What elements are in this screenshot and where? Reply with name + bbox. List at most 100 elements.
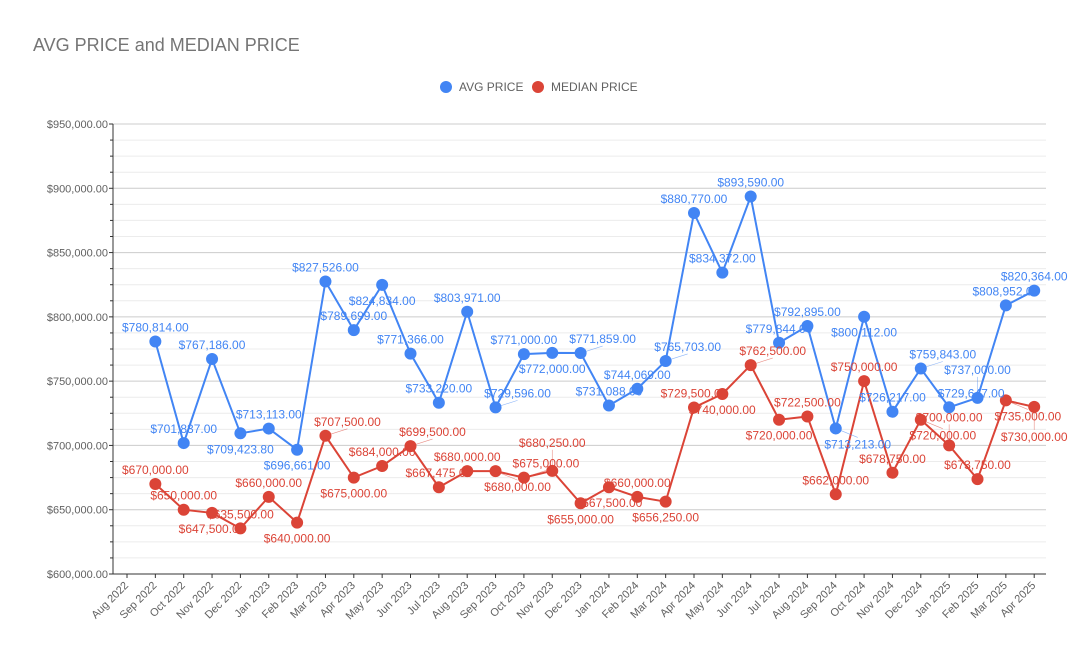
data-point <box>602 481 615 494</box>
data-label: $713,213.00 <box>824 437 891 451</box>
data-point <box>1028 284 1041 297</box>
data-point <box>319 429 332 442</box>
data-label: $680,000.00 <box>434 450 501 464</box>
legend-marker <box>440 81 452 93</box>
series-line-1 <box>154 363 1035 530</box>
series-line-0 <box>154 192 1035 452</box>
data-point <box>347 471 360 484</box>
data-label: $893,590.00 <box>717 176 784 190</box>
data-point <box>716 388 729 400</box>
data-label: $635,500.00 <box>207 507 274 521</box>
data-label: $827,526.00 <box>292 260 359 274</box>
y-tick-label: $900,000.00 <box>47 183 108 195</box>
data-label: $824,834.00 <box>349 294 416 308</box>
data-label: $720,000.00 <box>909 429 976 443</box>
data-label: $720,000.00 <box>746 429 813 443</box>
data-label: $731,088.00 <box>576 384 643 398</box>
data-label: $765,703.00 <box>654 340 721 354</box>
data-point <box>631 382 644 395</box>
data-label: $808,952.00 <box>972 284 1039 298</box>
data-point <box>206 353 219 366</box>
data-point <box>291 443 304 456</box>
data-point <box>943 439 956 452</box>
data-point <box>149 335 162 348</box>
legend-label: MEDIAN PRICE <box>551 80 638 94</box>
data-point <box>801 410 814 423</box>
data-label: $707,500.00 <box>314 415 381 429</box>
data-point <box>801 319 814 332</box>
data-label: $647,500.00 <box>179 522 246 536</box>
data-label: $678,750.00 <box>859 452 926 466</box>
data-point <box>858 375 871 388</box>
data-point <box>829 488 842 501</box>
data-label: $772,000.00 <box>519 362 586 376</box>
data-label: $673,750.00 <box>944 458 1011 472</box>
data-label: $729,500.00 <box>661 387 728 401</box>
data-point <box>489 465 502 478</box>
data-label: $729,647.00 <box>938 386 1005 400</box>
data-label: $640,000.00 <box>264 532 331 546</box>
data-point <box>914 362 927 375</box>
data-point <box>574 347 587 360</box>
data-point <box>602 399 615 412</box>
data-point <box>234 427 247 440</box>
data-point <box>829 422 842 435</box>
data-point <box>404 440 417 453</box>
y-tick-label: $650,000.00 <box>47 505 108 517</box>
data-point <box>688 207 700 220</box>
data-label: $803,971.00 <box>434 291 501 305</box>
data-label: $792,895.00 <box>774 305 841 319</box>
data-label: $667,475.00 <box>405 466 472 480</box>
data-point <box>914 413 927 426</box>
data-point <box>234 522 247 535</box>
data-label: $780,814.00 <box>122 321 189 335</box>
data-point <box>347 324 360 337</box>
data-label: $655,000.00 <box>547 512 614 526</box>
data-point <box>517 348 530 361</box>
data-point <box>177 503 190 516</box>
y-tick-label: $950,000.00 <box>47 119 108 131</box>
data-label: $800,112.00 <box>831 326 897 340</box>
data-label: $759,843.00 <box>909 347 976 361</box>
data-point <box>744 190 757 203</box>
data-point <box>886 405 899 418</box>
data-label: $771,859.00 <box>569 332 636 346</box>
data-label: $771,000.00 <box>491 333 558 347</box>
data-label: $709,423.80 <box>207 442 274 456</box>
data-point <box>574 497 587 510</box>
data-label: $820,364.00 <box>1001 270 1068 284</box>
data-label: $740,000.00 <box>689 403 756 417</box>
point-layer <box>149 190 1041 535</box>
label-layer: $780,814.00 $670,000.00 $701,837.00 $650,00… <box>122 176 1068 546</box>
data-label: $834,372.00 <box>689 252 756 266</box>
data-label: $684,000.00 <box>349 445 416 459</box>
data-label: $730,000.00 <box>1001 430 1068 444</box>
data-label: $729,596.00 <box>484 386 551 400</box>
data-label: $722,500.00 <box>774 396 841 410</box>
data-point <box>886 466 899 479</box>
data-label: $680,250.00 <box>519 436 586 450</box>
data-point <box>432 396 445 409</box>
y-tick-label: $750,000.00 <box>47 376 108 388</box>
data-point <box>461 465 474 478</box>
data-point <box>291 516 304 529</box>
data-point <box>971 473 984 486</box>
y-tick-label: $600,000.00 <box>47 569 108 581</box>
data-label: $650,000.00 <box>150 489 217 503</box>
data-point <box>773 336 786 349</box>
data-point <box>376 460 389 472</box>
data-point <box>999 299 1012 312</box>
data-point <box>943 401 956 414</box>
data-point <box>773 413 786 426</box>
data-label: $660,000.00 <box>235 476 302 490</box>
data-point <box>546 346 559 359</box>
data-label: $675,000.00 <box>513 457 580 471</box>
data-label: $750,000.00 <box>831 360 898 374</box>
data-point <box>517 471 530 484</box>
data-point <box>461 305 474 318</box>
data-label: $733,220.00 <box>405 382 472 396</box>
data-point <box>404 347 417 360</box>
chart-title: AVG PRICE and MEDIAN PRICE <box>33 35 300 55</box>
data-point <box>376 278 389 291</box>
